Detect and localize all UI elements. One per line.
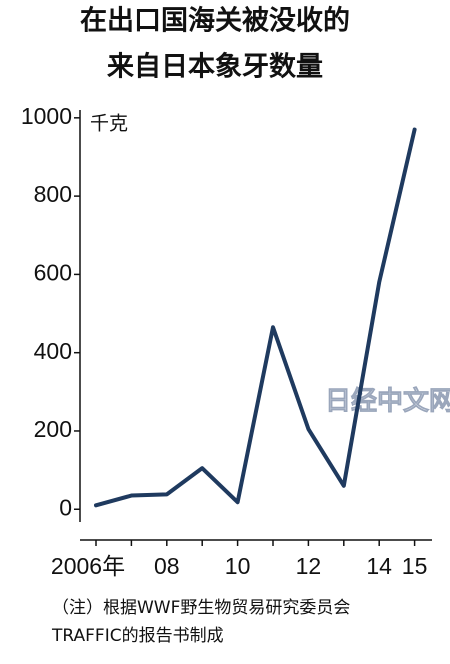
y-tick-label: 200 (34, 416, 72, 442)
chart-title: 来自日本象牙数量 (107, 51, 323, 83)
x-tick-label: 2006年 (51, 553, 125, 579)
data-line (94, 127, 417, 508)
y-unit: 千克 (90, 113, 128, 135)
chart-title: 在出口国海关被没收的 (80, 5, 350, 37)
x-tick-label: 12 (296, 553, 322, 579)
x-tick-label: 14 (366, 553, 392, 579)
note: TRAFFIC的报告书制成 (51, 626, 224, 646)
x-tick-label: 10 (225, 553, 251, 579)
watermark: 日经中文网 (325, 386, 450, 417)
y-tick-label: 1000 (21, 103, 72, 129)
note: （注）根据WWF野生物贸易研究委员会 (52, 598, 350, 618)
x-tick-label: 08 (154, 553, 180, 579)
x-tick-label: 15 (402, 553, 428, 579)
y-tick-label: 600 (34, 259, 72, 285)
y-tick-label: 400 (34, 338, 72, 364)
y-tick-label: 0 (59, 494, 72, 520)
y-tick-label: 800 (34, 181, 72, 207)
